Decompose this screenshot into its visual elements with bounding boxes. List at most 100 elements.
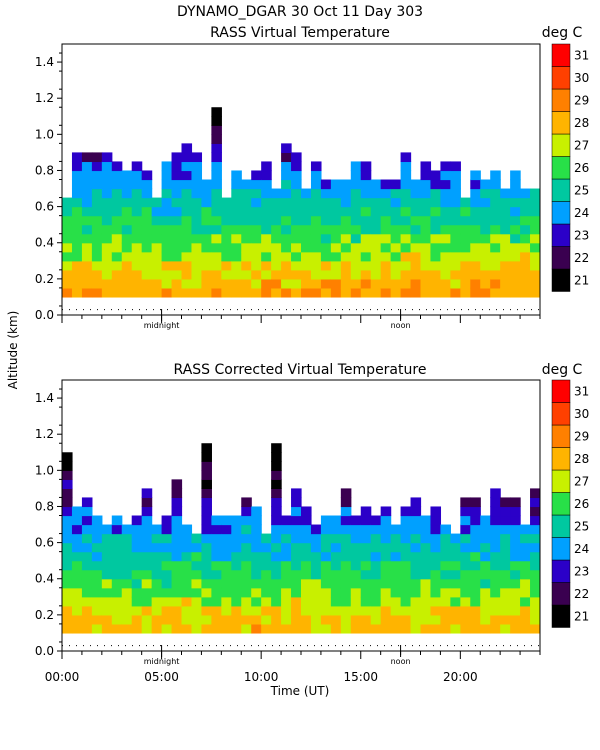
field-cell <box>151 614 163 625</box>
field-cell <box>161 623 173 634</box>
field-cell <box>460 623 471 634</box>
field-cell <box>62 596 73 607</box>
field-cell <box>450 233 461 244</box>
field-cell <box>530 197 540 208</box>
field-cell <box>310 623 322 634</box>
field-cell <box>121 224 133 235</box>
field-cell <box>221 533 232 544</box>
field-cell <box>340 560 352 571</box>
x-tick-label: 15:00 <box>343 670 378 684</box>
field-cell <box>320 206 332 217</box>
field-cell <box>281 278 292 289</box>
field-cell <box>171 479 183 489</box>
field-cell <box>131 260 143 271</box>
field-cell <box>410 551 422 562</box>
field-cell <box>131 188 143 199</box>
field-cell <box>440 161 451 172</box>
field-cell <box>291 596 302 607</box>
field-cell <box>310 179 322 190</box>
field-cell <box>231 242 242 253</box>
field-cell <box>62 623 73 634</box>
field-cell <box>410 605 422 616</box>
field-cell <box>360 524 372 535</box>
field-cell <box>480 605 491 616</box>
field-cell <box>191 269 203 280</box>
field-cell <box>460 497 471 508</box>
field-cell <box>111 179 123 190</box>
field-cell <box>370 533 382 544</box>
field-cell <box>460 542 471 553</box>
field-cell <box>400 278 412 289</box>
field-cell <box>131 170 143 181</box>
field-cell <box>62 578 73 589</box>
field-cell <box>111 269 123 280</box>
field-cell <box>530 542 540 553</box>
field-cell <box>490 215 501 226</box>
field-cell <box>71 179 83 190</box>
field-cell <box>131 251 143 262</box>
field-cell <box>460 578 471 589</box>
field-cell <box>201 461 212 471</box>
field-cell <box>281 242 292 253</box>
field-cell <box>251 242 262 253</box>
field-cell <box>91 515 103 526</box>
field-cell <box>430 206 442 217</box>
field-cell <box>320 251 332 262</box>
field-cell <box>350 278 362 289</box>
field-cell <box>350 605 362 616</box>
field-cell <box>410 623 422 634</box>
field-cell <box>350 188 362 199</box>
field-cell <box>241 260 252 271</box>
field-cell <box>221 614 232 625</box>
field-cell <box>430 197 442 208</box>
colorbar-unit: deg C <box>542 362 583 378</box>
field-cell <box>121 206 133 217</box>
field-cell <box>400 560 412 571</box>
field-cell <box>241 278 252 289</box>
field-cell <box>490 551 501 562</box>
panel-title: RASS Virtual Temperature <box>210 25 390 41</box>
field-cell <box>81 560 93 571</box>
field-cell <box>211 125 222 135</box>
field-cell <box>211 533 222 544</box>
field-cell <box>191 623 203 634</box>
field-cell <box>330 269 342 280</box>
field-cell <box>430 542 442 553</box>
field-cell <box>301 287 312 298</box>
field-cell <box>350 233 362 244</box>
field-cell <box>121 170 133 181</box>
field-cell <box>430 170 442 181</box>
field-cell <box>330 278 342 289</box>
field-cell <box>440 605 451 616</box>
field-cell <box>121 524 133 535</box>
field-cell <box>400 224 412 235</box>
field-cell <box>141 206 153 217</box>
field-cell <box>62 560 73 571</box>
field-cell <box>101 578 113 589</box>
field-cell <box>131 560 143 571</box>
field-cell <box>211 287 222 298</box>
field-cell <box>301 605 312 616</box>
field-cell <box>271 443 282 453</box>
field-cell <box>171 524 183 535</box>
field-cell <box>400 161 412 172</box>
field-cell <box>301 269 312 280</box>
field-cell <box>480 197 491 208</box>
field-cell <box>470 260 481 271</box>
y-tick-label: 0.8 <box>35 163 54 177</box>
field-cell <box>380 278 392 289</box>
field-cell <box>251 569 262 580</box>
field-cell <box>380 515 392 526</box>
field-cell <box>241 269 252 280</box>
field-cell <box>91 551 103 562</box>
field-cell <box>161 614 173 625</box>
field-cell <box>221 623 232 634</box>
field-cell <box>131 542 143 553</box>
colorbar-label: 30 <box>574 407 589 421</box>
field-cell <box>161 533 173 544</box>
field-cell <box>320 533 332 544</box>
field-cell <box>231 614 242 625</box>
field-cell <box>380 614 392 625</box>
field-cell <box>201 497 212 508</box>
field-cell <box>430 596 442 607</box>
